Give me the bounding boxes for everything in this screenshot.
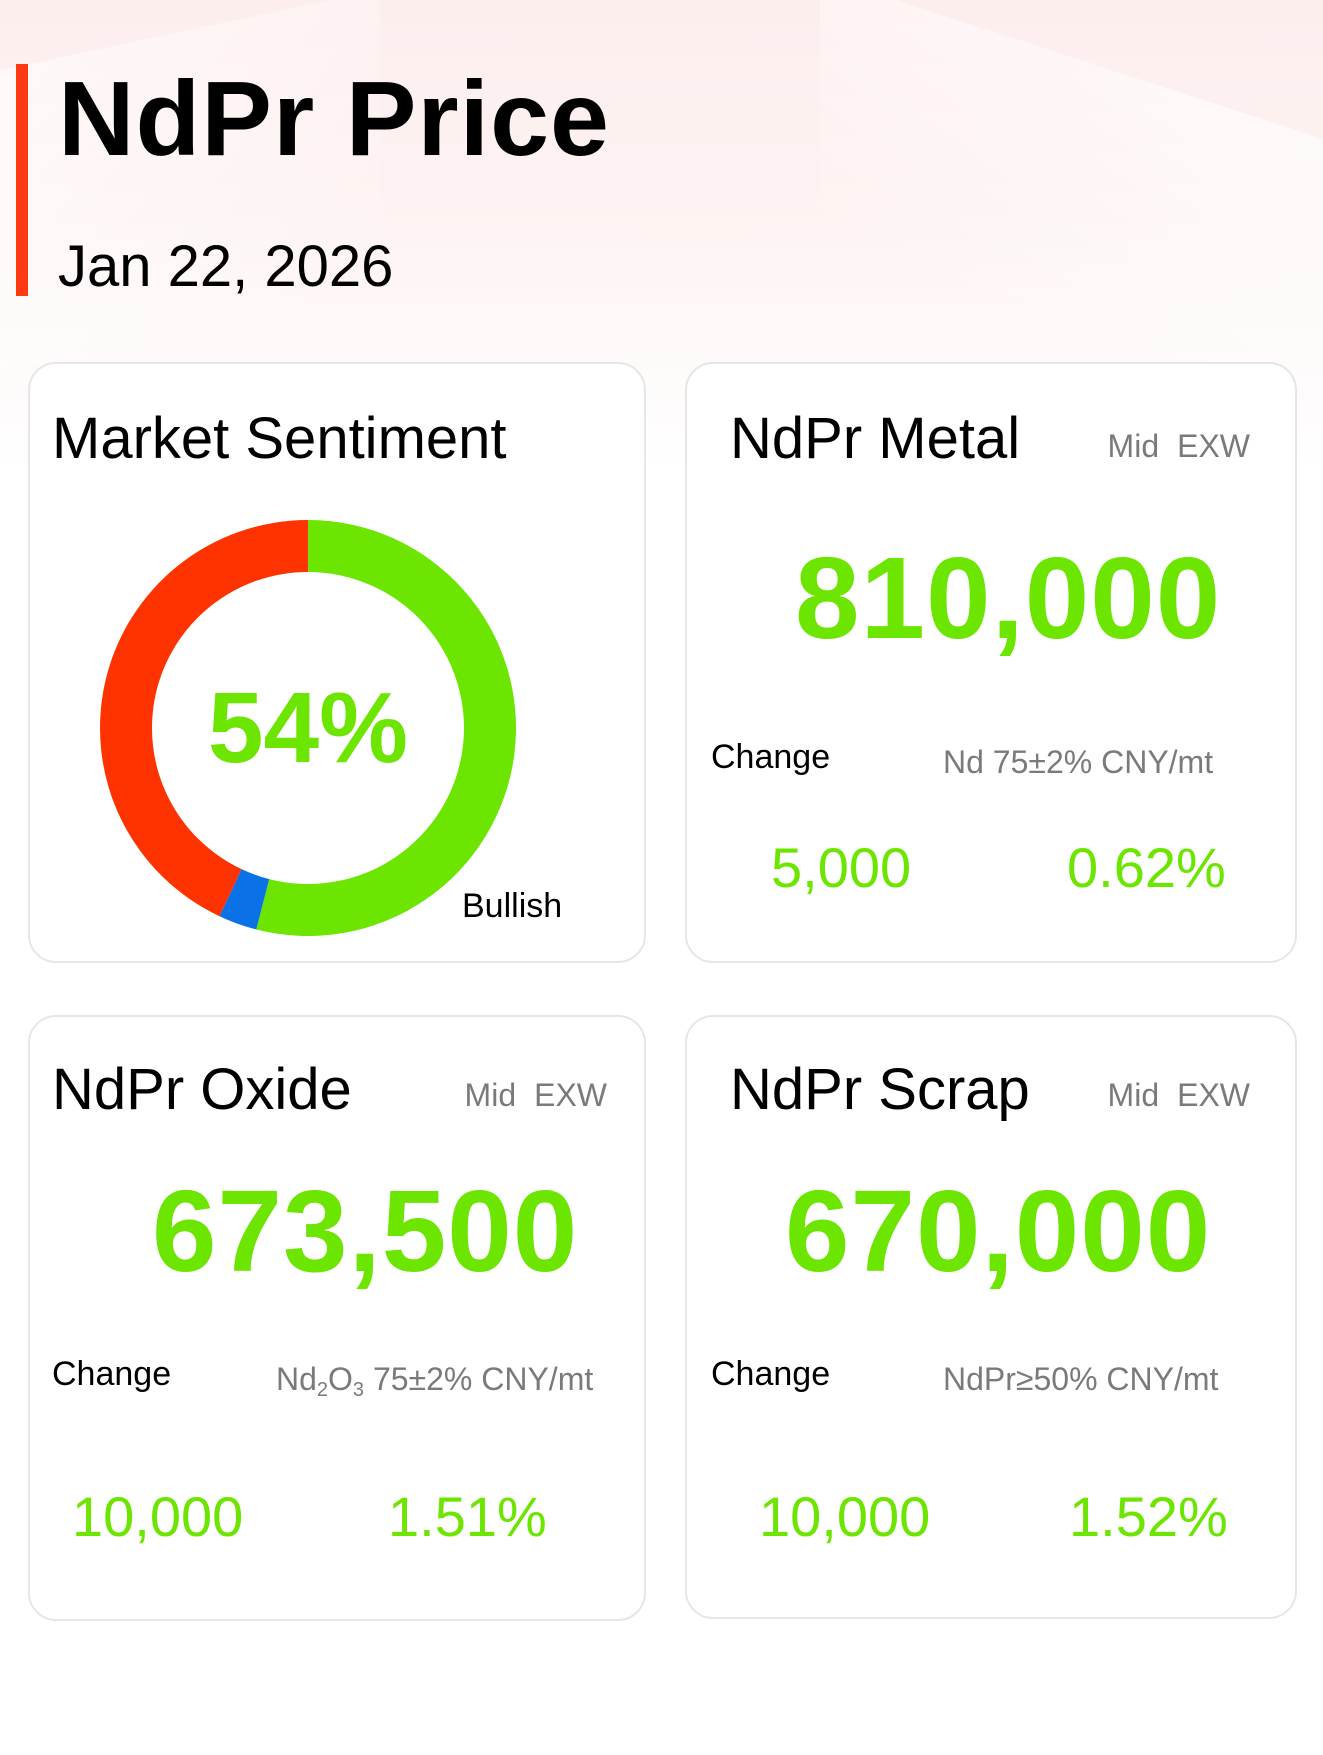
background-shape: [820, 0, 1323, 405]
spec-subscript: 3: [352, 1379, 365, 1401]
ndpr-scrap-tags: Mid EXW: [1108, 1079, 1250, 1111]
ndpr-metal-tags: Mid EXW: [1108, 430, 1250, 462]
ndpr-oxide-card: NdPr Oxide Mid EXW 673,500 Change Nd2O3 7…: [28, 1015, 646, 1621]
change-label: Change: [711, 738, 831, 776]
page-date: Jan 22, 2026: [58, 234, 394, 299]
ndpr-scrap-change-abs: 10,000: [759, 1485, 931, 1548]
ndpr-metal-price: 810,000: [795, 533, 1222, 663]
page-title: NdPr Price: [58, 60, 611, 178]
bullish-segment: [256, 520, 516, 936]
title-accent-bar: [16, 64, 28, 296]
ndpr-scrap-change-pct: 1.52%: [1069, 1485, 1228, 1548]
ndpr-oxide-tags: Mid EXW: [465, 1079, 607, 1111]
ndpr-metal-change-abs: 5,000: [771, 836, 912, 899]
mid-tag: Mid: [1107, 1077, 1160, 1113]
sentiment-donut-chart: [100, 520, 516, 936]
exw-tag: EXW: [1177, 428, 1250, 464]
ndpr-scrap-spec: NdPr≥50% CNY/mt: [943, 1361, 1219, 1397]
sentiment-label: Bullish: [462, 887, 563, 925]
ndpr-scrap-card: NdPr Scrap Mid EXW 670,000 Change NdPr≥50…: [685, 1015, 1297, 1619]
spec-subscript: 2: [316, 1379, 329, 1401]
ndpr-scrap-title: NdPr Scrap: [730, 1057, 1030, 1122]
ndpr-metal-title: NdPr Metal: [730, 406, 1021, 471]
spec-text: Nd: [276, 1361, 317, 1397]
ndpr-metal-change-pct: 0.62%: [1067, 836, 1226, 899]
change-label: Change: [711, 1355, 831, 1393]
bearish-segment: [100, 520, 308, 917]
ndpr-oxide-change-pct: 1.51%: [388, 1485, 547, 1548]
ndpr-scrap-price: 670,000: [785, 1166, 1212, 1296]
mid-tag: Mid: [1107, 428, 1160, 464]
ndpr-oxide-price: 673,500: [152, 1166, 579, 1296]
ndpr-oxide-spec: Nd2O3 75±2% CNY/mt: [276, 1363, 593, 1400]
sentiment-percent: 54%: [207, 672, 409, 784]
ndpr-oxide-change-abs: 10,000: [72, 1485, 244, 1548]
exw-tag: EXW: [1177, 1077, 1250, 1113]
ndpr-oxide-title: NdPr Oxide: [52, 1057, 352, 1122]
ndpr-metal-card: NdPr Metal Mid EXW 810,000 Change Nd 75±2…: [685, 362, 1297, 963]
neutral-segment: [219, 869, 270, 930]
exw-tag: EXW: [534, 1077, 607, 1113]
market-sentiment-title: Market Sentiment: [52, 406, 507, 471]
spec-text: 75±2% CNY/mt: [364, 1361, 594, 1397]
change-label: Change: [52, 1355, 172, 1393]
spec-text: O: [328, 1361, 353, 1397]
mid-tag: Mid: [464, 1077, 517, 1113]
ndpr-metal-spec: Nd 75±2% CNY/mt: [943, 744, 1214, 780]
background-shape: [0, 0, 380, 371]
